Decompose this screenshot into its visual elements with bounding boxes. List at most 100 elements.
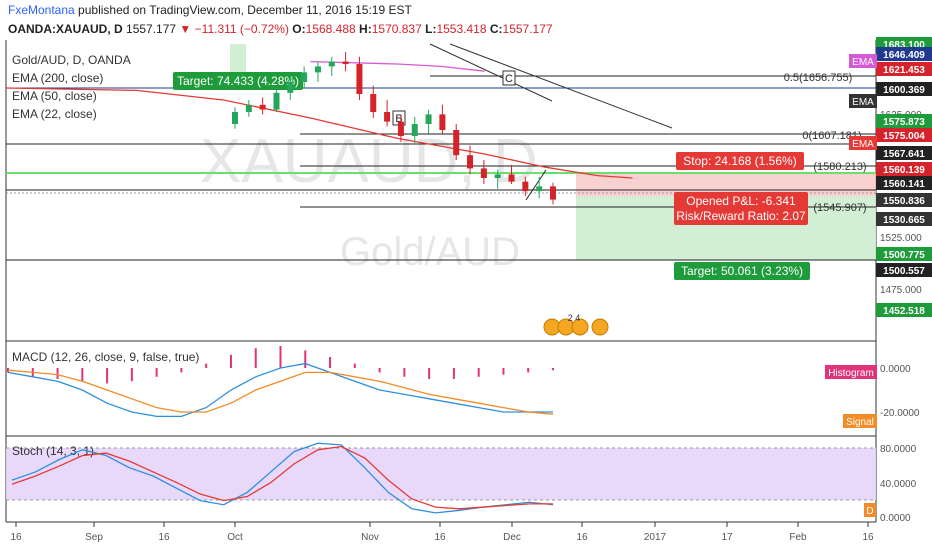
price-tag bbox=[876, 162, 932, 176]
time-label: 16 bbox=[434, 532, 446, 543]
watermark-symbol: XAUAUD, D bbox=[200, 127, 538, 196]
signal-label: Signal bbox=[846, 417, 874, 428]
candle-body[interactable] bbox=[356, 64, 363, 94]
author-name[interactable]: FxeMontana bbox=[8, 3, 75, 17]
target-top-box[interactable] bbox=[173, 72, 303, 90]
candle-body[interactable] bbox=[480, 168, 487, 178]
candle-body[interactable] bbox=[425, 114, 432, 124]
price-tag bbox=[876, 176, 932, 190]
candle-body[interactable] bbox=[328, 61, 335, 67]
candle-body[interactable] bbox=[411, 124, 418, 136]
price-tag bbox=[876, 114, 932, 128]
price-tag-text: 1452.518 bbox=[883, 306, 925, 317]
stop-box[interactable] bbox=[676, 152, 804, 170]
candle-body[interactable] bbox=[508, 174, 515, 182]
macd-tick: -20.0000 bbox=[880, 408, 920, 419]
histogram-bar bbox=[205, 363, 208, 368]
pnl-box[interactable] bbox=[674, 192, 808, 225]
au-flag-icon[interactable] bbox=[571, 318, 589, 336]
time-label: Dec bbox=[503, 532, 521, 543]
price-tag bbox=[876, 128, 932, 142]
histogram-bar bbox=[452, 368, 455, 379]
histogram-bar bbox=[180, 368, 183, 373]
candle-body[interactable] bbox=[287, 82, 294, 93]
legend-ema50[interactable]: EMA (50, close) bbox=[12, 89, 97, 103]
candle-body[interactable] bbox=[314, 66, 321, 73]
time-axis[interactable]: 16 Sep 16 Oct Nov 16 Dec 16 2017 17 Feb 16 bbox=[10, 522, 874, 543]
quote-line: OANDA:XAUAUD, D 1557.177 ▼ −11.311 (−0.7… bbox=[8, 22, 553, 36]
histogram-bar bbox=[304, 350, 307, 368]
event-flags[interactable]: 2 4 bbox=[543, 313, 609, 336]
stoch-panel[interactable]: Stoch (14, 3, 1) 80.0000 40.0000 0.0000 … bbox=[6, 442, 917, 524]
histogram-bar bbox=[378, 368, 381, 373]
last-price: 1557.177 bbox=[126, 22, 177, 36]
fib-a-label: (1580.213) bbox=[813, 161, 866, 173]
wave-b-label[interactable]: B bbox=[395, 113, 402, 125]
candle-body[interactable] bbox=[397, 121, 404, 136]
d-label: D bbox=[866, 506, 873, 517]
ema-badge-text: EMA bbox=[852, 97, 874, 108]
trend-line-1[interactable] bbox=[449, 43, 673, 129]
candle-body[interactable] bbox=[453, 130, 460, 156]
histogram-bar bbox=[329, 357, 332, 368]
price-change: −11.311 (−0.72%) bbox=[194, 22, 289, 36]
price-tag bbox=[876, 263, 932, 277]
candle-body[interactable] bbox=[342, 61, 349, 64]
candle-body[interactable] bbox=[467, 155, 474, 169]
histogram-bar bbox=[477, 368, 480, 377]
histogram-bar bbox=[353, 363, 356, 368]
price-tag bbox=[876, 247, 932, 261]
chart-header: FxeMontana published on TradingView.com,… bbox=[0, 0, 932, 40]
candle-body[interactable] bbox=[494, 174, 501, 178]
candle-body[interactable] bbox=[384, 112, 391, 122]
ema-badge bbox=[849, 54, 877, 68]
macd-line[interactable] bbox=[7, 362, 553, 418]
candle-body[interactable] bbox=[273, 92, 280, 110]
stoch-tick: 0.0000 bbox=[880, 513, 911, 524]
time-label: Feb bbox=[789, 532, 807, 543]
price-tag-text: 1500.775 bbox=[883, 250, 925, 261]
trend-line-2[interactable] bbox=[429, 43, 553, 102]
histogram-bar bbox=[229, 354, 232, 368]
target-bottom-box[interactable] bbox=[674, 262, 810, 280]
stoch-d-line[interactable] bbox=[11, 445, 553, 510]
candle-body[interactable] bbox=[232, 112, 238, 124]
candle-body[interactable] bbox=[245, 104, 252, 112]
signal-line[interactable] bbox=[7, 369, 554, 415]
candle-body[interactable] bbox=[522, 181, 529, 192]
price-tag-text: 1500.557 bbox=[883, 266, 925, 277]
stoch-band bbox=[6, 448, 876, 500]
low-label: L: bbox=[425, 22, 437, 36]
macd-panel[interactable]: MACD (12, 26, close, 9, false, true) 0.0… bbox=[7, 346, 920, 428]
legend-ema22[interactable]: EMA (22, close) bbox=[12, 107, 97, 121]
histogram-bar bbox=[502, 368, 505, 375]
ema-badge-text: EMA bbox=[852, 57, 874, 68]
ema-line[interactable] bbox=[310, 60, 485, 72]
stop-text: Stop: 24.168 (1.56%) bbox=[683, 154, 796, 168]
chart-legend: Gold/AUD, D, OANDA EMA (200, close) EMA … bbox=[12, 53, 131, 121]
stoch-k-line[interactable] bbox=[11, 442, 554, 514]
down-arrow-icon: ▼ bbox=[179, 22, 192, 36]
wave-c-label[interactable]: C bbox=[505, 73, 513, 85]
time-label: 16 bbox=[158, 532, 170, 543]
ema-line[interactable] bbox=[5, 87, 633, 179]
price-tag bbox=[876, 193, 932, 207]
price-tag bbox=[876, 47, 932, 61]
ema-lines bbox=[5, 60, 633, 179]
high-value: 1570.837 bbox=[371, 22, 422, 36]
candle-body[interactable] bbox=[550, 186, 556, 200]
candle-body[interactable] bbox=[439, 114, 446, 130]
candle-body[interactable] bbox=[370, 94, 377, 112]
histogram-bar bbox=[279, 346, 282, 368]
macd-tick: 0.0000 bbox=[880, 364, 911, 375]
candle-body[interactable] bbox=[536, 186, 543, 192]
ema-badge bbox=[849, 136, 877, 150]
fib-0-label: 0(1607.181) bbox=[802, 130, 861, 142]
au-flag-icon[interactable] bbox=[591, 318, 609, 336]
legend-ema200[interactable]: EMA (200, close) bbox=[12, 71, 103, 85]
candle-body[interactable] bbox=[259, 104, 266, 110]
open-label: O: bbox=[292, 22, 306, 36]
ema-badge bbox=[849, 94, 877, 108]
candle-body[interactable] bbox=[301, 72, 308, 82]
